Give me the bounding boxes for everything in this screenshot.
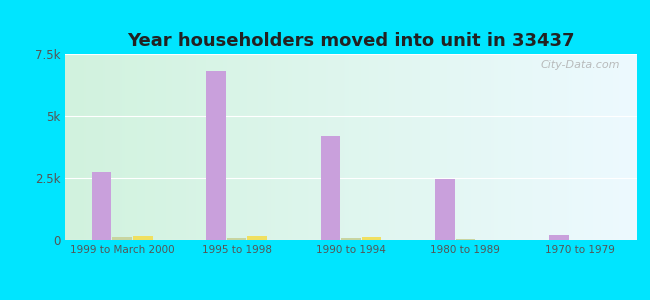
Title: Year householders moved into unit in 33437: Year householders moved into unit in 334…	[127, 32, 575, 50]
Bar	[92, 172, 111, 240]
Bar	[341, 238, 361, 240]
Bar	[227, 238, 246, 240]
Bar	[133, 236, 153, 240]
Bar	[362, 237, 382, 240]
Bar	[320, 136, 340, 240]
Bar	[248, 236, 267, 240]
Bar	[206, 71, 226, 240]
Bar	[549, 235, 569, 240]
Text: City-Data.com: City-Data.com	[540, 60, 620, 70]
Bar	[456, 238, 475, 240]
Bar	[435, 179, 454, 240]
Bar	[112, 237, 132, 240]
